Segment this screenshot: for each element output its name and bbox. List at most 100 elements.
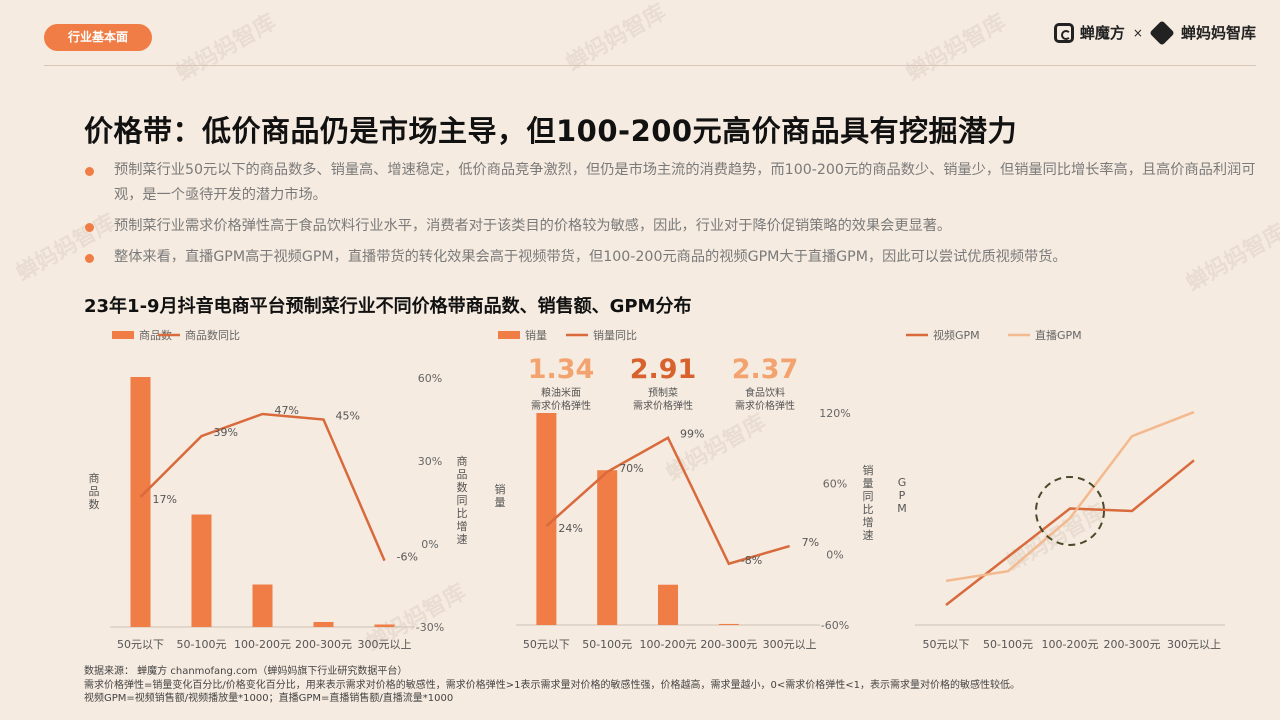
y2-tick-label: -60% <box>821 619 849 632</box>
data-label: 45% <box>336 410 360 423</box>
y2-axis-title: 比 <box>457 507 468 520</box>
y2-axis-title: 比 <box>863 503 874 516</box>
legend-swatch <box>498 331 520 339</box>
x-tick-label: 200-300元 <box>295 638 352 651</box>
y2-axis-title: 销 <box>863 463 874 477</box>
x-tick-label: 300元以上 <box>763 638 817 651</box>
y2-tick-label: 120% <box>819 407 850 420</box>
legend-label: 销量 <box>525 328 547 342</box>
y2-axis-title: 速 <box>457 533 468 546</box>
legend-label: 商品数 <box>139 328 172 342</box>
x-tick-label: 50元以下 <box>923 638 970 651</box>
y2-axis-title: 商 <box>457 454 468 468</box>
x-tick-label: 100-200元 <box>1042 638 1099 651</box>
source-line: 数据来源： 蝉魔方 chanmofang.com（蝉妈妈旗下行业研究数据平台） <box>84 666 408 677</box>
elasticity-caption: 需求价格弹性 <box>633 399 693 412</box>
series-line <box>545 435 790 566</box>
source-line: 需求价格弹性=销量变化百分比/价格变化百分比，用来表示需求对价格的敏感性，需求价… <box>84 679 1020 691</box>
x-tick-label: 50-100元 <box>983 638 1033 651</box>
y-axis-title: 量 <box>495 496 506 509</box>
series-line <box>945 410 1195 583</box>
y-axis-title: 销 <box>495 482 506 496</box>
y-axis-title: G <box>898 476 907 489</box>
bar <box>313 622 334 627</box>
y2-axis-title: 速 <box>863 529 874 542</box>
x-tick-label: 200-300元 <box>1104 638 1161 651</box>
chart-section-title: 23年1-9月抖音电商平台预制菜行业不同价格带商品数、销售额、GPM分布 <box>84 296 692 317</box>
y2-tick-label: 60% <box>823 478 847 491</box>
bar <box>718 623 739 625</box>
brand-left: 蝉魔方 <box>1079 24 1125 42</box>
bar <box>597 470 618 625</box>
data-label: 39% <box>214 426 238 439</box>
legend-label: 视频GPM <box>933 328 980 342</box>
legend-label: 直播GPM <box>1035 328 1082 342</box>
elasticity-value: 2.37 <box>732 354 799 385</box>
bar <box>658 584 678 625</box>
highlight-circle <box>1035 475 1105 546</box>
x-tick-label: 200-300元 <box>700 638 757 651</box>
y-axis-title: 品 <box>89 485 100 498</box>
brand-separator: × <box>1132 25 1143 40</box>
bullet-list: 预制菜行业50元以下的商品数多、销量高、增速稳定，低价商品竞争激烈，但仍是市场主… <box>84 158 1264 276</box>
x-tick-label: 100-200元 <box>234 638 291 651</box>
bar <box>191 514 212 627</box>
x-tick-label: 50-100元 <box>582 638 632 651</box>
y-axis-title: 数 <box>89 498 100 511</box>
data-label: 24% <box>558 522 582 535</box>
data-label: 17% <box>153 493 177 506</box>
y2-axis-title: 同 <box>457 494 468 507</box>
y-axis-title: 商 <box>89 471 100 485</box>
bar <box>374 624 395 627</box>
x-tick-label: 300元以上 <box>358 638 412 651</box>
data-label: 47% <box>275 404 299 417</box>
x-tick-label: 50元以下 <box>523 638 570 651</box>
data-label: 70% <box>619 462 643 475</box>
y2-tick-label: 0% <box>421 538 438 551</box>
y2-axis-title: 量 <box>863 477 874 490</box>
section-tag: 行业基本面 <box>44 24 152 51</box>
bar <box>252 584 273 627</box>
series-line <box>139 412 386 562</box>
data-label: 99% <box>680 428 704 441</box>
y-axis-title: M <box>897 502 907 515</box>
series-line <box>945 459 1195 606</box>
header-divider <box>44 65 1256 66</box>
page-title: 价格带：低价商品仍是市场主导，但100-200元高价商品具有挖掘潜力 <box>84 114 1018 148</box>
elasticity-value: 2.91 <box>630 354 697 385</box>
elasticity-value: 1.34 <box>528 354 595 385</box>
bullet-item: 整体来看，直播GPM高于视频GPM，直播带货的转化效果会高于视频带货，但100-… <box>84 245 1264 270</box>
elasticity-caption: 需求价格弹性 <box>531 399 591 412</box>
elasticity-category: 食品饮料 <box>745 386 785 399</box>
source-line: 视频GPM=视频销售额/视频播放量*1000；直播GPM=直播销售额/直播流量*… <box>84 693 454 704</box>
x-tick-label: 50-100元 <box>177 638 227 651</box>
data-label: -8% <box>741 554 762 567</box>
y2-tick-label: -30% <box>416 621 444 634</box>
bullet-item: 预制菜行业50元以下的商品数多、销量高、增速稳定，低价商品竞争激烈，但仍是市场主… <box>84 158 1264 208</box>
chanmofang-logo-icon <box>1053 22 1074 43</box>
bar <box>130 377 151 627</box>
bar <box>536 413 557 625</box>
legend-label: 商品数同比 <box>185 328 240 342</box>
elasticity-category: 粮油米面 <box>541 386 581 399</box>
data-label: -6% <box>397 551 418 564</box>
y2-tick-label: 0% <box>826 548 843 561</box>
x-tick-label: 100-200元 <box>640 638 697 651</box>
y2-axis-title: 品 <box>457 468 468 481</box>
y2-axis-title: 同 <box>863 490 874 503</box>
y2-tick-label: 60% <box>418 372 442 385</box>
y2-axis-title: 数 <box>457 481 468 494</box>
y-axis-title: P <box>899 489 906 502</box>
brand-right: 蝉妈妈智库 <box>1180 24 1256 42</box>
y2-axis-title: 增 <box>457 519 468 533</box>
brand-logos: 蝉魔方 × 蝉妈妈智库 <box>1053 19 1256 46</box>
bullet-item: 预制菜行业需求价格弹性高于食品饮料行业水平，消费者对于该类目的价格较为敏感，因此… <box>84 214 1264 239</box>
x-tick-label: 300元以上 <box>1167 638 1221 651</box>
legend-label: 销量同比 <box>593 328 637 342</box>
data-label: 7% <box>802 536 819 549</box>
legend-swatch <box>112 331 134 339</box>
x-tick-label: 50元以下 <box>117 638 164 651</box>
y2-axis-title: 增 <box>863 515 874 529</box>
source-notes: 数据来源： 蝉魔方 chanmofang.com（蝉妈妈旗下行业研究数据平台） … <box>84 665 1020 706</box>
